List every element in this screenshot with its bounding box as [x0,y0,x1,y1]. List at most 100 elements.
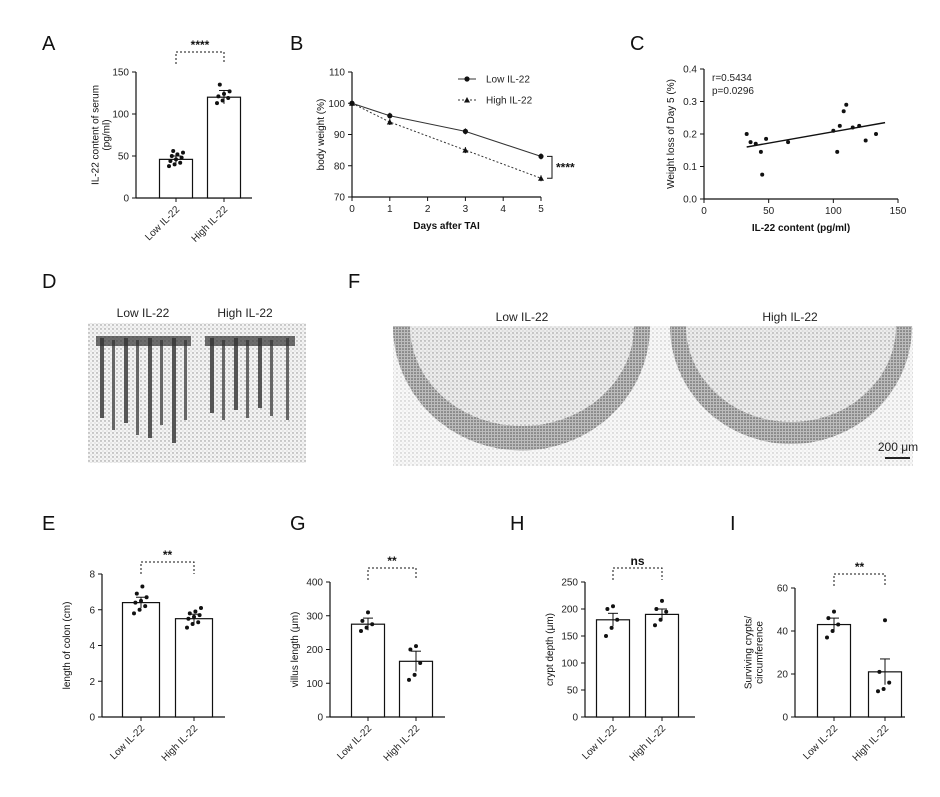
data-point-E-0 [139,598,143,603]
histology-lumen-high [686,326,896,422]
bar-E-1 [174,618,214,718]
scatter-point-C [744,132,749,136]
x-tick-label-B: 0 [349,204,355,215]
significance-label-G: ** [387,554,397,568]
y-tick-label-C: 0.4 [683,65,697,76]
data-point-A-0 [171,148,176,153]
data-point-A-0 [172,162,177,167]
y-tick-label-E: 8 [89,570,95,581]
x-tick-label-H-0: Low IL-22 [580,723,619,762]
significance-bracket-A [175,51,225,64]
data-point-E-0 [133,600,138,605]
y-tick-label-H: 50 [567,686,579,697]
scatter-point-C [844,102,849,107]
bar-G-0 [350,623,386,718]
data-point-A-0 [179,155,184,160]
y-tick-label-H: 250 [561,578,578,589]
y-tick-label-B: 70 [334,193,346,204]
data-point-G-0 [370,622,375,627]
histology-panel [393,326,913,466]
data-point-G-0 [360,618,365,623]
y-tick-label-G: 400 [306,578,323,589]
data-point-I-1 [877,669,882,674]
scatter-point-C [835,149,840,154]
y-axis-label-E-group: length of colon (cm) [62,602,73,690]
series-line-B-0 [351,102,542,157]
legend-label-B-0: Low IL-22 [486,75,530,86]
x-tick-label-E-1: High IL-22 [160,723,201,764]
y-axis-label-B: body weight (%) [316,99,327,171]
data-point-I-0 [836,622,841,627]
data-point-I-1 [883,618,887,623]
significance-bracket-B [547,155,553,179]
high-colon-group [210,338,289,420]
data-point-H-1 [664,609,669,614]
x-tick-label-B: 2 [425,204,431,215]
y-axis-label-I-group: Surviving crypts/circumference [744,616,766,690]
data-point-I-0 [832,609,836,614]
y-axis-label-E: length of colon (cm) [62,602,73,690]
y-tick-label-E: 2 [89,677,95,688]
y-tick-label-I: 20 [777,670,789,681]
y-axis-label-H-group: crypt depth (μm) [545,613,556,686]
data-point-G-1 [407,677,411,682]
data-point-I-0 [825,635,829,640]
y-tick-label-B: 80 [334,161,346,172]
bar-I-0 [816,623,852,718]
annotation-C-0: r=0.5434 [712,73,752,84]
y-axis-label-G: villus length (μm) [290,612,301,688]
series-line-B-1 [351,102,542,179]
x-tick-label-B: 3 [463,204,469,215]
data-point-E-1 [196,620,201,625]
data-point-A-1 [222,91,226,96]
x-tick-label-C: 100 [825,206,842,217]
low-colon-group [100,338,187,443]
data-point-A-0 [174,157,178,162]
y-tick-label-I: 60 [777,584,789,595]
data-point-G-0 [359,628,363,633]
y-tick-label-E: 4 [89,641,95,652]
scatter-point-C [764,136,769,141]
x-tick-label-G-0: Low IL-22 [335,723,374,762]
legend-marker-B-1 [464,97,470,103]
data-point-A-1 [217,82,222,87]
significance-bracket-I [833,573,886,586]
y-axis-label-A: (pg/ml) [102,119,113,150]
y-tick-label-I: 0 [782,713,788,724]
regression-line-C [746,121,886,148]
x-tick-label-B: 5 [538,204,544,215]
data-point-E-1 [193,609,198,614]
x-tick-label-B: 4 [500,204,506,215]
y-tick-label-H: 150 [561,632,578,643]
y-axis-label-A: IL-22 content of serum [91,85,102,185]
x-tick-label-B: 1 [387,204,393,215]
y-tick-label-E: 0 [89,713,95,724]
data-point-I-1 [887,680,892,685]
panel-label-h: H [510,513,524,535]
panel-label-b: B [290,33,303,55]
data-point-G-1 [418,661,423,665]
y-tick-label-C: 0.3 [683,97,697,108]
y-tick-label-A: 150 [112,68,129,79]
significance-bracket-H [612,567,663,580]
panel-label-a: A [42,33,56,55]
data-point-E-0 [137,607,142,612]
data-point-E-1 [190,622,195,627]
x-tick-label-A-1: High IL-22 [190,204,231,245]
y-tick-label-C: 0.1 [683,162,697,173]
scatter-point-C [841,109,846,114]
significance-label-E: ** [163,548,173,562]
data-point-G-1 [408,647,413,652]
scatter-point-C [874,132,879,136]
data-point-E-1 [197,613,202,618]
panel-label-c: C [630,33,644,55]
data-point-H-1 [653,623,657,628]
y-tick-label-G: 100 [306,679,323,690]
scatter-point-C [760,172,765,177]
significance-bracket-E [140,561,195,574]
data-point-A-1 [227,89,232,94]
bar-H-1 [644,613,680,718]
x-axis-label-B: Days after TAI [413,221,480,232]
data-point-I-1 [881,687,886,692]
